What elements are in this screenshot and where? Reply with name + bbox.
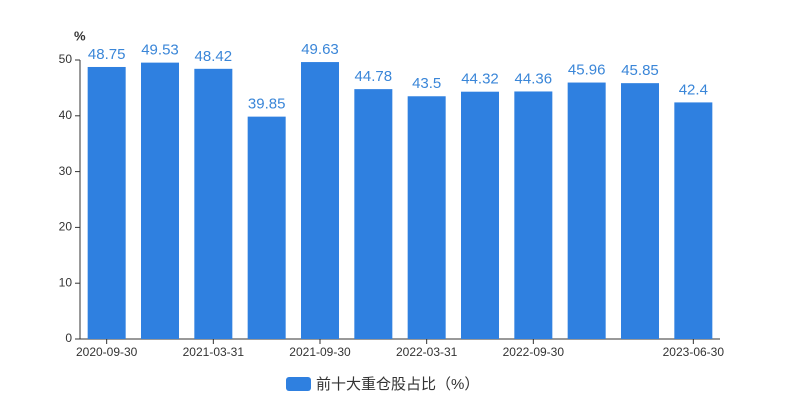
value-label: 44.78 (355, 68, 393, 85)
x-tick-label: 2021-09-30 (289, 345, 351, 359)
y-tick-label: 50 (59, 52, 73, 66)
value-label: 48.75 (88, 46, 126, 63)
value-label: 43.5 (412, 75, 441, 92)
bar (514, 91, 553, 340)
x-tick-label: 2023-06-30 (663, 345, 725, 359)
y-axis-unit: % (74, 28, 86, 43)
x-tick-label: 2022-03-31 (396, 345, 458, 359)
value-label: 44.32 (461, 71, 499, 88)
y-tick-label: 0 (65, 331, 72, 345)
bar (247, 116, 286, 340)
value-label: 39.85 (248, 96, 286, 113)
y-tick-label: 30 (59, 164, 73, 178)
bar (674, 102, 713, 340)
y-tick-label: 20 (59, 220, 73, 234)
bar (461, 91, 499, 339)
bar (567, 82, 606, 339)
bar (141, 62, 179, 340)
value-label: 48.42 (195, 48, 233, 65)
bar (194, 68, 233, 339)
y-tick-label: 40 (59, 108, 73, 122)
value-label: 45.96 (568, 62, 606, 79)
value-label: 42.4 (679, 81, 708, 98)
legend-swatch (286, 377, 311, 391)
value-label: 49.53 (141, 42, 179, 59)
y-tick-label: 10 (59, 275, 73, 289)
bar (407, 96, 446, 340)
x-tick-label: 2020-09-30 (76, 345, 138, 359)
bar (301, 62, 339, 339)
value-label: 44.36 (515, 70, 553, 87)
bar (87, 66, 126, 339)
x-tick-label: 2022-09-30 (503, 345, 565, 359)
bar (354, 89, 393, 340)
value-label: 45.85 (621, 62, 659, 79)
value-label: 49.63 (301, 41, 339, 58)
x-tick-label: 2021-03-31 (183, 345, 245, 359)
bar (621, 83, 659, 339)
legend-label: 前十大重仓股占比（%） (316, 376, 479, 393)
